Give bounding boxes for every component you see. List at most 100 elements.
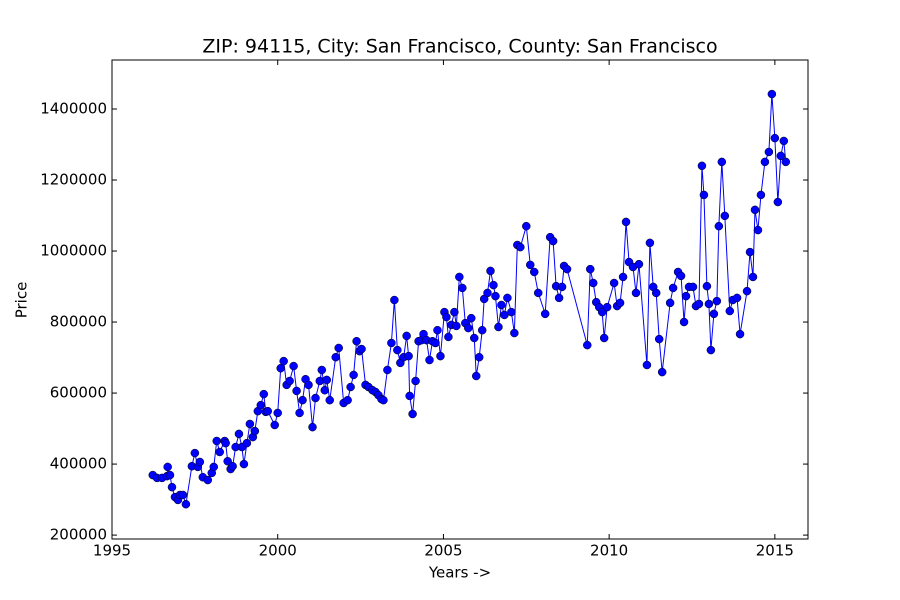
- price-marker: [494, 322, 503, 332]
- x-axis-label: Years ->: [428, 564, 491, 582]
- price-marker: [411, 376, 420, 386]
- price-marker: [285, 376, 294, 386]
- price-marker: [510, 328, 519, 338]
- price-marker: [425, 355, 434, 365]
- price-marker: [697, 161, 707, 171]
- price-marker: [308, 422, 317, 432]
- price-marker: [760, 157, 770, 167]
- price-marker: [404, 351, 413, 361]
- price-marker: [522, 221, 531, 231]
- price-marker: [548, 236, 558, 246]
- price-marker: [540, 309, 550, 319]
- price-marker: [352, 336, 361, 346]
- price-marker: [776, 151, 786, 161]
- price-marker: [645, 238, 655, 248]
- plot-frame: [111, 59, 809, 540]
- price-marker: [507, 307, 516, 317]
- price-marker: [178, 490, 188, 500]
- price-marker: [304, 380, 313, 390]
- x-tick-label: 2005: [424, 542, 462, 560]
- price-marker: [163, 462, 172, 472]
- price-marker: [654, 334, 664, 344]
- price-marker: [458, 283, 467, 293]
- price-marker: [477, 325, 487, 335]
- price-marker: [295, 408, 304, 418]
- price-marker: [436, 351, 445, 361]
- price-marker: [405, 391, 414, 401]
- price-marker: [668, 283, 678, 293]
- y-tick-label: 800000: [50, 313, 107, 331]
- price-marker: [273, 408, 282, 418]
- price-marker: [450, 307, 459, 317]
- price-marker: [203, 475, 213, 485]
- price-marker: [588, 278, 598, 288]
- price-marker: [735, 329, 745, 339]
- price-marker: [455, 272, 464, 282]
- price-marker: [167, 482, 177, 492]
- price-marker: [756, 190, 766, 200]
- price-marker: [615, 298, 625, 308]
- y-axis-label: Price: [13, 282, 31, 319]
- price-marker: [279, 356, 288, 366]
- price-marker: [602, 302, 612, 312]
- price-marker: [212, 436, 221, 446]
- price-marker: [676, 271, 686, 281]
- price-marker: [343, 395, 352, 405]
- price-marker: [474, 352, 484, 362]
- price-marker: [357, 344, 366, 354]
- price-marker: [452, 321, 461, 331]
- x-tick-label: 2010: [590, 542, 628, 560]
- price-marker: [767, 89, 777, 99]
- price-marker: [516, 242, 525, 252]
- price-marker: [679, 317, 689, 327]
- price-marker: [276, 363, 285, 373]
- price-marker: [764, 147, 774, 157]
- price-marker: [634, 259, 644, 269]
- x-tick-label: 2000: [259, 542, 297, 560]
- y-tick-label: 1400000: [40, 100, 107, 118]
- chart-title: ZIP: 94115, City: San Francisco, County:…: [202, 36, 717, 58]
- y-tick-label: 1000000: [40, 242, 107, 260]
- price-marker: [234, 429, 244, 439]
- price-marker: [442, 312, 451, 322]
- price-marker: [471, 371, 481, 381]
- price-marker: [694, 299, 704, 309]
- price-marker: [631, 288, 641, 298]
- price-marker: [298, 395, 307, 405]
- price-marker: [467, 313, 476, 323]
- price-marker: [215, 447, 224, 457]
- price-marker: [259, 389, 269, 399]
- price-marker: [533, 288, 543, 298]
- price-marker: [181, 499, 191, 509]
- price-marker: [334, 343, 343, 353]
- price-marker: [742, 286, 752, 296]
- price-marker: [599, 333, 609, 343]
- price-marker: [331, 352, 340, 362]
- price-marker: [720, 211, 730, 221]
- price-marker: [732, 293, 742, 303]
- y-tick-label: 200000: [50, 526, 107, 544]
- price-marker: [688, 282, 698, 292]
- price-marker: [408, 409, 417, 419]
- price-marker: [770, 133, 780, 143]
- price-marker: [773, 197, 783, 207]
- price-marker: [346, 382, 355, 392]
- y-tick-label: 1200000: [40, 171, 107, 189]
- price-marker: [387, 338, 396, 348]
- price-marker: [491, 291, 500, 301]
- price-marker: [497, 300, 506, 310]
- price-marker: [483, 288, 492, 298]
- price-marker: [250, 426, 260, 436]
- price-marker: [349, 370, 358, 380]
- price-marker: [431, 338, 440, 348]
- price-marker: [322, 375, 332, 385]
- price-marker: [190, 448, 200, 458]
- price-marker: [315, 376, 325, 386]
- price-marker: [433, 325, 442, 335]
- price-marker: [618, 272, 628, 282]
- price-marker: [209, 462, 218, 472]
- price-marker: [195, 457, 205, 467]
